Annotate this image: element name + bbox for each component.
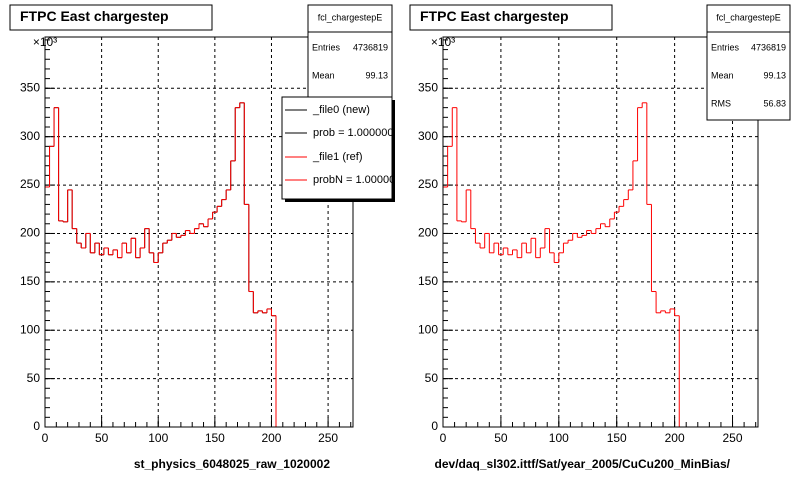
x-tick-label: 100 bbox=[549, 431, 569, 445]
y-tick-label: 0 bbox=[33, 419, 40, 433]
legend-note: prob = 1.000000 bbox=[313, 127, 393, 139]
y-tick-label: 200 bbox=[418, 226, 438, 240]
plot-frame bbox=[443, 37, 758, 427]
y-tick-label: 300 bbox=[418, 129, 438, 143]
x-tick-label: 50 bbox=[494, 431, 508, 445]
y-tick-label: 150 bbox=[20, 274, 40, 288]
x-tick-label: 200 bbox=[665, 431, 685, 445]
legend-note: probN = 1.00000 bbox=[313, 174, 395, 186]
title-box bbox=[409, 4, 613, 31]
stats-label: Entries bbox=[312, 42, 341, 52]
x-tick-label: 0 bbox=[440, 431, 447, 445]
plot-border bbox=[442, 36, 759, 428]
stats-box bbox=[706, 4, 791, 121]
chart-title: FTPC East chargestep bbox=[20, 8, 169, 24]
x-tick-label: 200 bbox=[261, 431, 281, 445]
x-axis-title: st_physics_6048025_raw_1020002 bbox=[134, 457, 330, 471]
stats-title: fcl_chargestepE bbox=[716, 12, 781, 22]
y-tick-label: 150 bbox=[418, 274, 438, 288]
y-tick-label: 100 bbox=[418, 322, 438, 336]
x-tick-label: 250 bbox=[318, 431, 338, 445]
legend-box bbox=[281, 96, 393, 200]
x-tick-label: 50 bbox=[95, 431, 109, 445]
stats-value: 99.13 bbox=[365, 70, 388, 80]
y-tick-label: 350 bbox=[418, 80, 438, 94]
stats-label: Mean bbox=[711, 70, 734, 80]
stats-value: 99.13 bbox=[763, 70, 786, 80]
y-tick-label: 0 bbox=[431, 419, 438, 433]
y-tick-label: 350 bbox=[20, 80, 40, 94]
stats-title: fcl_chargestepE bbox=[318, 12, 383, 22]
y-multiplier: ×10³ bbox=[431, 35, 455, 49]
stats-value: 56.83 bbox=[763, 98, 786, 108]
stats-value: 4736819 bbox=[751, 42, 786, 52]
y-tick-label: 250 bbox=[20, 177, 40, 191]
title-box bbox=[9, 4, 213, 31]
x-tick-label: 0 bbox=[42, 431, 49, 445]
y-multiplier: ×10³ bbox=[33, 35, 57, 49]
plot-frame bbox=[45, 37, 353, 427]
x-tick-label: 150 bbox=[205, 431, 225, 445]
x-axis-title: dev/daq_sl302.ittf/Sat/year_2005/CuCu200… bbox=[435, 457, 731, 471]
y-tick-label: 300 bbox=[20, 129, 40, 143]
stats-label: Mean bbox=[312, 70, 335, 80]
legend-label: _file0 (new) bbox=[312, 104, 370, 116]
legend-label: _file1 (ref) bbox=[312, 151, 363, 163]
stats-label: Entries bbox=[711, 42, 740, 52]
chart-title: FTPC East chargestep bbox=[420, 8, 569, 24]
y-tick-label: 50 bbox=[425, 371, 439, 385]
y-tick-label: 200 bbox=[20, 226, 40, 240]
legend: _file0 (new) prob = 1.000000 _file1 (ref) p… bbox=[285, 104, 395, 186]
y-tick-label: 50 bbox=[27, 371, 41, 385]
stats-value: 4736819 bbox=[353, 42, 388, 52]
y-tick-label: 250 bbox=[418, 177, 438, 191]
x-tick-label: 250 bbox=[723, 431, 743, 445]
stats-label: RMS bbox=[711, 98, 731, 108]
y-tick-label: 100 bbox=[20, 322, 40, 336]
x-tick-label: 150 bbox=[607, 431, 627, 445]
plot-border bbox=[44, 36, 354, 428]
x-tick-label: 100 bbox=[148, 431, 168, 445]
